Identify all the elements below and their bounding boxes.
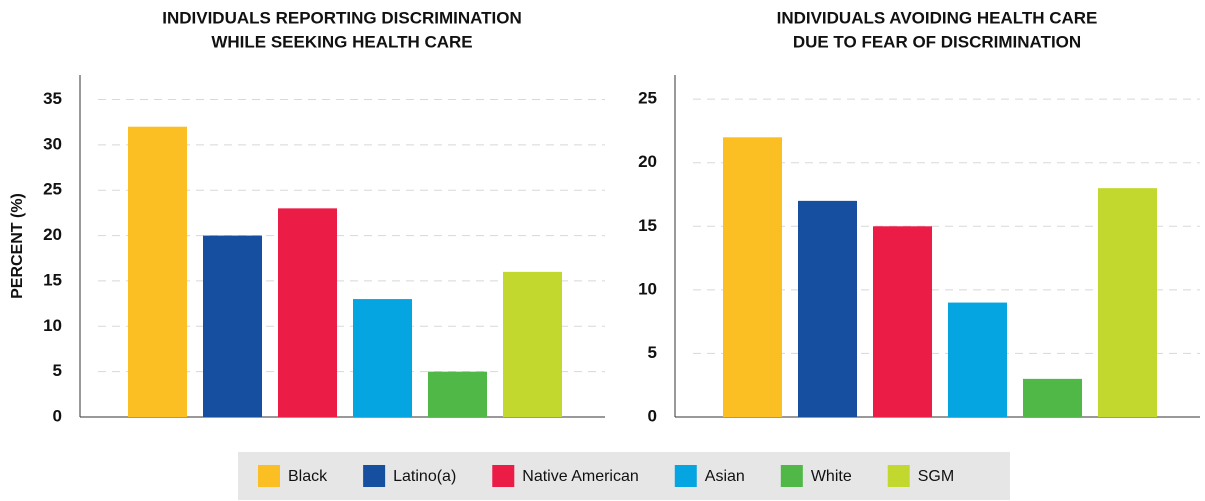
y-tick-label: 25	[43, 180, 62, 199]
legend-swatch	[780, 465, 803, 487]
y-tick-label: 20	[43, 225, 62, 244]
chart-title: DUE TO FEAR OF DISCRIMINATION	[793, 32, 1081, 51]
legend-swatch	[492, 465, 515, 487]
y-tick-label: 30	[43, 134, 62, 153]
bar	[353, 299, 412, 417]
y-tick-label: 15	[638, 216, 657, 235]
legend-swatch	[674, 465, 697, 487]
legend-label: Asian	[705, 468, 745, 485]
y-tick-label: 35	[43, 89, 62, 108]
y-tick-label: 20	[638, 152, 657, 171]
bar	[1098, 188, 1157, 417]
legend-swatch	[258, 465, 280, 487]
bar	[203, 235, 262, 417]
legend-swatch	[887, 465, 910, 487]
y-tick-label: 0	[53, 406, 62, 425]
bar	[503, 271, 562, 417]
bar	[948, 302, 1007, 417]
legend-swatch	[363, 465, 386, 487]
bar	[428, 371, 487, 417]
bar	[723, 137, 782, 417]
bar	[1023, 378, 1082, 417]
legend-label: SGM	[918, 468, 954, 485]
y-axis-label: PERCENT (%)	[9, 193, 26, 299]
y-tick-label: 10	[638, 279, 657, 298]
legend-label: White	[811, 468, 852, 485]
chart-title: WHILE SEEKING HEALTH CARE	[211, 32, 472, 51]
bar	[128, 126, 187, 417]
legend-label: Black	[288, 468, 328, 485]
chart-title: INDIVIDUALS AVOIDING HEALTH CARE	[777, 8, 1098, 27]
y-tick-label: 0	[648, 406, 657, 425]
bar	[873, 226, 932, 417]
y-tick-label: 10	[43, 316, 62, 335]
y-tick-label: 5	[53, 361, 62, 380]
bar	[798, 200, 857, 417]
chart-title: INDIVIDUALS REPORTING DISCRIMINATION	[162, 8, 522, 27]
y-tick-label: 15	[43, 270, 62, 289]
legend-label: Native American	[522, 468, 639, 485]
bar	[278, 208, 337, 417]
y-tick-label: 5	[648, 343, 657, 362]
y-tick-label: 25	[638, 89, 657, 108]
legend-label: Latino(a)	[393, 468, 456, 485]
